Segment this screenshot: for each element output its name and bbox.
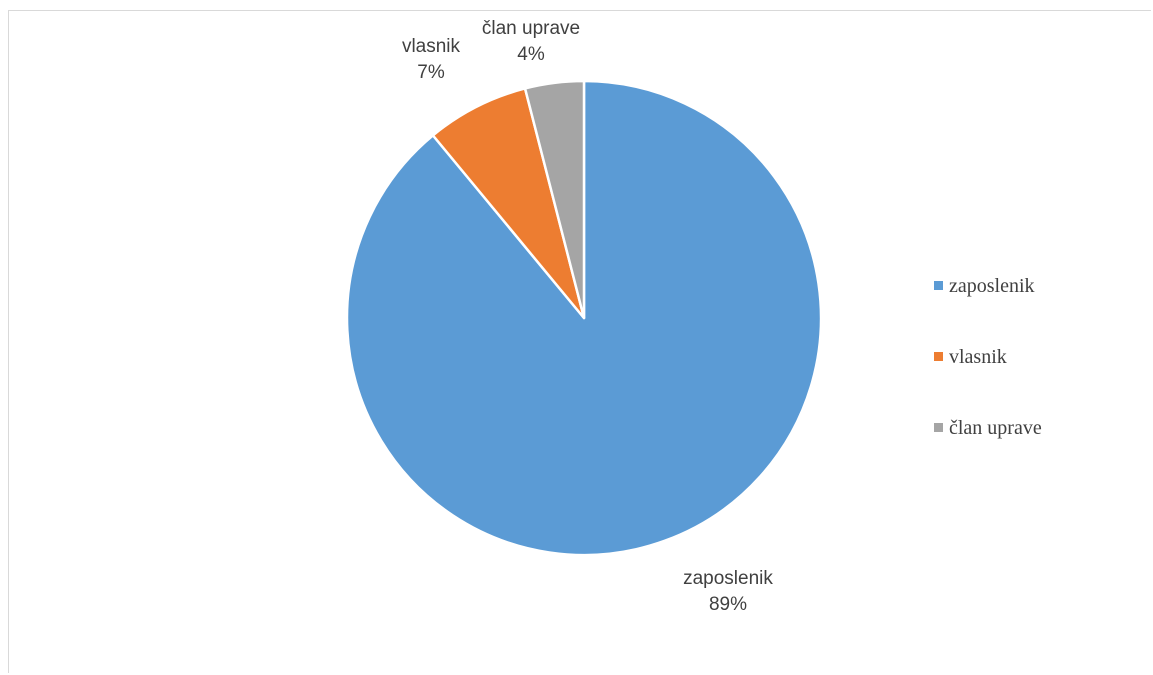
legend-item-vlasnik[interactable]: vlasnik [934,321,1144,392]
data-label-percent-zaposlenik: 89% [709,594,747,615]
data-label-percent-vlasnik: 7% [417,62,445,83]
data-label-percent-clan-uprave: 4% [517,44,545,65]
data-label-name-clan-uprave: član uprave [482,18,580,39]
data-label-name-vlasnik: vlasnik [402,36,461,57]
chart-frame [8,10,1151,673]
legend-item-clan-uprave[interactable]: član uprave [934,392,1144,463]
legend-swatch-vlasnik [934,352,943,361]
pie-slice-clan-uprave[interactable] [523,79,586,320]
legend: zaposlenik vlasnik član uprave [934,250,1144,463]
legend-label-zaposlenik: zaposlenik [949,274,1035,297]
pie-slices [345,79,823,557]
data-label-name-zaposlenik: zaposlenik [683,568,773,589]
legend-item-zaposlenik[interactable]: zaposlenik [934,250,1144,321]
pie-slice-vlasnik[interactable] [431,87,586,320]
pie-data-labels: zaposlenik 89% vlasnik 7% član uprave 4% [402,18,773,615]
legend-label-vlasnik: vlasnik [949,345,1007,368]
legend-label-clan-uprave: član uprave [949,416,1042,439]
legend-swatch-zaposlenik [934,281,943,290]
legend-swatch-clan-uprave [934,423,943,432]
